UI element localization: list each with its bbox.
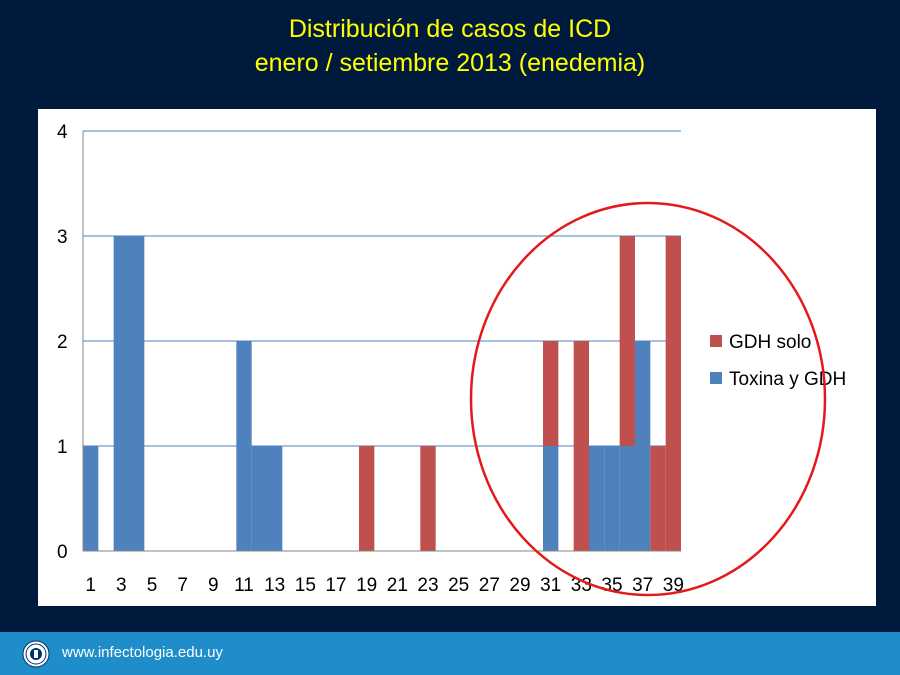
x-tick-label: 15 [295,575,316,596]
x-tick-label: 3 [116,575,127,596]
legend-label: GDH solo [729,332,811,353]
x-tick-label: 39 [663,575,684,596]
x-tick-label: 7 [177,575,188,596]
title-line-2: enero / setiembre 2013 (enedemia) [254,49,646,77]
footer-band [0,632,900,675]
x-tick-label: 33 [571,575,592,596]
y-tick-label: 2 [57,332,68,353]
bar-gdh-solo-23 [420,446,436,551]
bar-toxina-y-gdh-4 [129,236,145,551]
bars [83,236,681,551]
x-tick-label: 17 [325,575,346,596]
bar-toxina-y-gdh-31 [543,446,559,551]
bar-gdh-solo-36 [619,236,635,446]
bar-toxina-y-gdh-12 [251,446,267,551]
x-tick-label: 31 [540,575,561,596]
x-tick-label: 37 [632,575,653,596]
legend-swatch [710,372,722,384]
bar-gdh-solo-33 [573,341,589,551]
university-seal-icon [22,640,50,668]
x-tick-label: 1 [85,575,96,596]
y-tick-label: 4 [57,122,68,143]
bar-toxina-y-gdh-34 [589,446,605,551]
axes [82,131,681,552]
highlight-circle [469,201,827,597]
legend: GDH solo Toxina y GDH [710,332,846,390]
y-tick-labels: 0 1 2 3 4 [57,122,68,563]
gridlines [83,130,681,447]
footer-url: www.infectologia.edu.uy [62,644,223,661]
x-tick-label: 29 [509,575,530,596]
bar-toxina-y-gdh-36 [619,446,635,551]
y-tick-label: 1 [57,437,68,458]
bar-gdh-solo-19 [359,446,375,551]
bar-toxina-y-gdh-13 [267,446,283,551]
x-tick-label: 5 [147,575,158,596]
x-tick-label: 23 [417,575,438,596]
title-line-1: Distribución de casos de ICD [288,15,612,43]
bar-toxina-y-gdh-3 [113,236,129,551]
bar-toxina-y-gdh-1 [83,446,99,551]
x-tick-label: 11 [234,575,254,596]
legend-label: Toxina y GDH [729,369,846,390]
x-tick-label: 13 [264,575,285,596]
x-tick-label: 25 [448,575,469,596]
legend-swatch [710,335,722,347]
slide-title: Distribución de casos de ICD enero / set… [0,12,900,80]
y-tick-label: 3 [57,227,68,248]
bar-gdh-solo-31 [543,341,559,446]
x-tick-label: 19 [356,575,377,596]
x-tick-label: 21 [387,575,408,596]
bar-toxina-y-gdh-37 [635,341,651,551]
x-tick-label: 9 [208,575,219,596]
bar-toxina-y-gdh-35 [604,446,620,551]
bar-gdh-solo-38 [650,446,666,551]
bar-toxina-y-gdh-11 [236,341,252,551]
y-tick-label: 0 [57,542,68,563]
x-tick-label: 27 [479,575,500,596]
bar-gdh-solo-39 [665,236,681,551]
